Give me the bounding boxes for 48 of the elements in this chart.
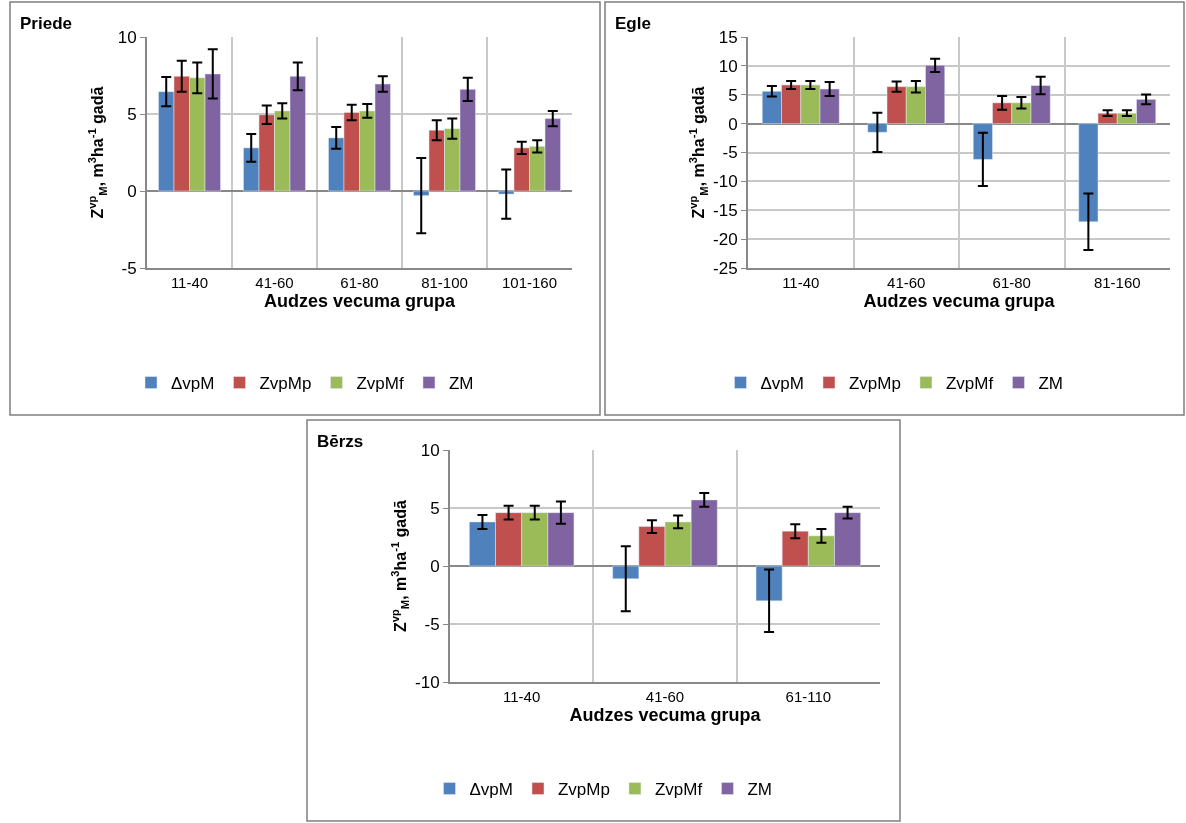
y-tick-label: 0	[728, 114, 738, 134]
y-tick-label: -15	[713, 201, 738, 221]
y-tick-label: 5	[127, 104, 137, 124]
x-tick-label: 61-110	[785, 688, 832, 705]
x-tick-label: 61-80	[992, 274, 1031, 291]
legend-label: ZvpMp	[557, 780, 610, 800]
legend-label: ZM	[448, 374, 474, 394]
legend-label: ZvpMf	[654, 780, 703, 800]
y-tick-label: -20	[713, 230, 738, 250]
legend-label: ΔvpM	[171, 374, 215, 394]
chart-title: Priede	[20, 14, 72, 33]
legend-label: ΔvpM	[469, 780, 513, 800]
legend-label: ZvpMf	[356, 374, 404, 394]
y-tick-label: 15	[718, 27, 738, 47]
y-tick-label: 10	[718, 56, 738, 76]
legend-label: ZvpMf	[945, 374, 994, 394]
x-tick-label: 81-100	[421, 274, 468, 291]
y-tick-label: -10	[415, 672, 440, 692]
legend-label: ZvpMp	[848, 374, 901, 394]
x-tick-label: 81-160	[1093, 274, 1141, 291]
y-tick-label: 0	[127, 181, 137, 201]
x-axis-title: Audzes vecuma grupa	[863, 291, 1056, 311]
legend-label: ZM	[747, 780, 772, 800]
y-tick-label: 10	[117, 27, 137, 47]
chart-title: Bērzs	[317, 432, 364, 451]
x-tick-label: 11-40	[503, 688, 541, 705]
y-tick-label: -5	[722, 143, 738, 163]
chart-title: Egle	[615, 14, 651, 33]
x-tick-label: 41-60	[255, 274, 294, 291]
y-tick-label: 5	[728, 85, 738, 105]
x-axis-title: Audzes vecuma grupa	[263, 291, 457, 311]
x-tick-label: 61-80	[340, 274, 379, 291]
legend-label: ΔvpM	[760, 374, 804, 394]
y-tick-label: -5	[121, 258, 137, 278]
x-tick-label: 11-40	[782, 274, 820, 291]
y-tick-label: 10	[420, 440, 440, 460]
y-tick-label: -10	[713, 172, 738, 192]
y-tick-label: 5	[430, 498, 440, 518]
x-tick-label: 11-40	[170, 274, 209, 291]
legend-label: ZvpMp	[259, 374, 312, 394]
x-axis-title: Audzes vecuma grupa	[569, 705, 762, 725]
y-tick-label: 0	[430, 556, 440, 576]
y-tick-label: -25	[713, 258, 738, 278]
x-tick-label: 101-160	[501, 274, 558, 291]
legend-label: ZM	[1038, 374, 1063, 394]
x-tick-label: 41-60	[887, 274, 926, 291]
x-tick-label: 41-60	[645, 688, 685, 705]
y-tick-label: -5	[424, 614, 440, 634]
